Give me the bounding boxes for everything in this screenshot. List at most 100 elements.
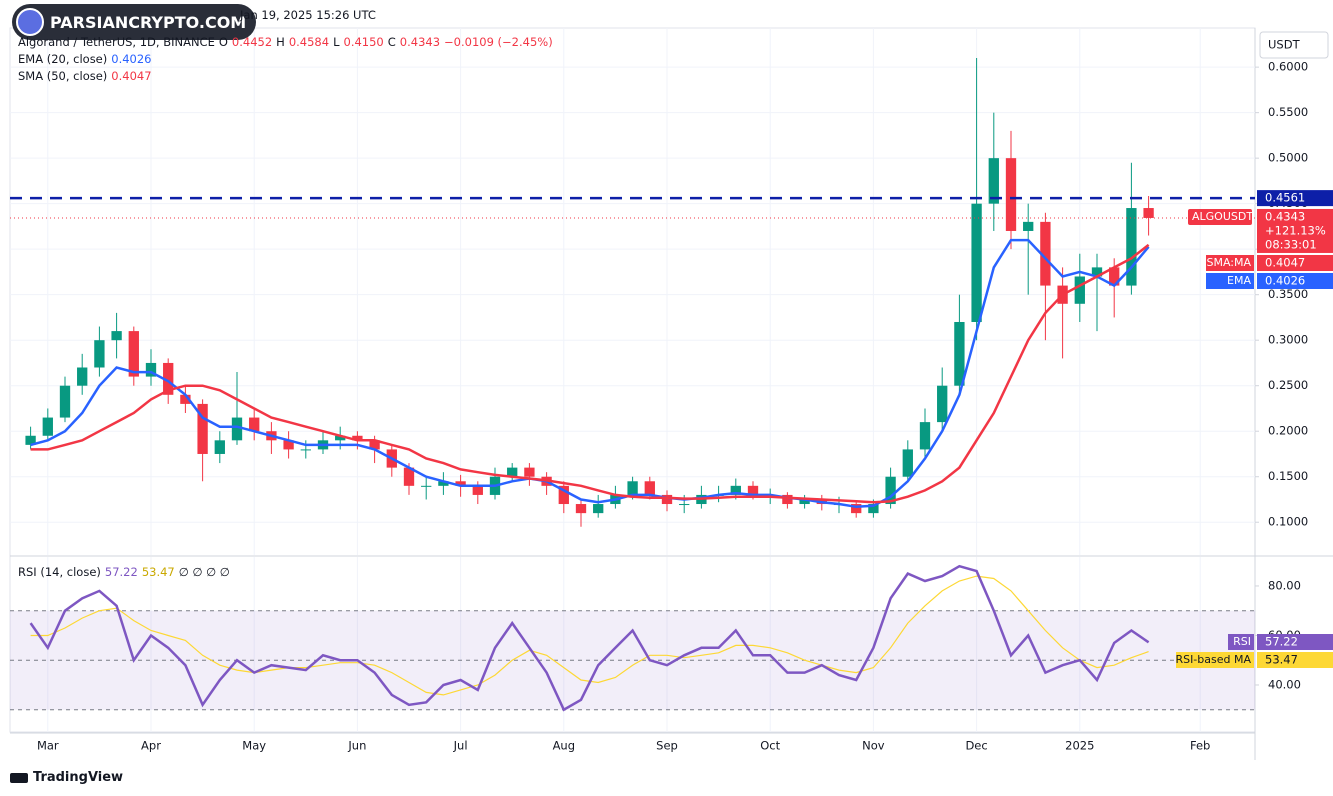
price-tag (1257, 208, 1333, 253)
candle-body (352, 435, 363, 441)
symbol: Algorand / TetherUS, 1D, BINANCE (18, 35, 215, 49)
candle-body (94, 340, 105, 368)
ohlc-key: C (387, 35, 396, 49)
level-tag-value: 0.4561 (1265, 191, 1305, 205)
candle-body (1091, 267, 1103, 277)
ohlc-key: L (333, 35, 340, 49)
indicator-tag-name: EMA (1227, 274, 1251, 287)
candle-body (1023, 221, 1034, 231)
ohlc-value: 0.4150 (343, 35, 384, 49)
watermark-icon (16, 8, 44, 36)
y-tick-label: 0.3000 (1268, 333, 1308, 347)
candle-body (661, 494, 673, 505)
candle-body (472, 485, 483, 495)
candle-body (128, 331, 139, 377)
ohlc-value: 0.4452 (231, 35, 273, 49)
candle-body (1109, 267, 1120, 286)
level-tag (1257, 190, 1333, 207)
watermark-text: PARSIANCRYPTO.COM (50, 12, 247, 32)
y-tick-label: 80.00 (1268, 578, 1301, 592)
indicator-tag (1257, 273, 1333, 289)
ohlc-key: O (218, 35, 228, 49)
candle-body (42, 417, 53, 436)
candle-body (747, 485, 759, 495)
footer: TradingView (10, 770, 123, 785)
candle-body (77, 367, 88, 386)
y-tick-label: 40.00 (1268, 677, 1301, 691)
currency: USDT (1268, 38, 1301, 52)
indicator-tag (1257, 255, 1333, 271)
x-tick-label: May (242, 739, 266, 753)
candle-body (730, 485, 741, 495)
candle-body (988, 158, 999, 204)
indicator-label: RSI (14, close) (18, 565, 101, 579)
candle-body (300, 449, 311, 451)
price-tag-value: 0.4343 (1265, 209, 1305, 223)
candle-body (403, 467, 415, 486)
candle-body (919, 422, 931, 450)
candle-body (163, 362, 174, 395)
candle-body (1126, 208, 1137, 286)
candle-body (937, 385, 948, 423)
indicator-tag (1228, 634, 1254, 650)
footer-text: TradingView (33, 770, 124, 785)
candle-body (214, 440, 225, 454)
candle-body (249, 417, 260, 432)
price-tag-change: +121.13% (1265, 223, 1326, 237)
watermark: PARSIANCRYPTO.COM (12, 4, 257, 40)
indicator-tag-name: SMA:MA (1206, 256, 1251, 269)
y-tick-label: 0.1500 (1268, 469, 1308, 483)
indicator-tag-name: RSI-based MA (1175, 653, 1251, 666)
y-tick-label: 0.2500 (1268, 378, 1308, 392)
ohlc-value: 0.4584 (288, 35, 330, 49)
y-tick-label: 0.3500 (1268, 287, 1308, 301)
candle-body (644, 481, 655, 495)
sma-legend: SMA (50, close) 0.4047 (18, 69, 152, 83)
indicator-value: 57.22 (104, 565, 138, 579)
candle-body (1074, 276, 1085, 304)
candle-body (145, 362, 157, 377)
candle-body (231, 417, 243, 441)
x-tick-label: Nov (862, 739, 885, 753)
indicator-value: 0.4026 (111, 52, 152, 66)
candle-body (679, 504, 690, 506)
candle-body (335, 435, 346, 441)
currency-box (1259, 31, 1329, 59)
candle-body (59, 385, 71, 418)
y-tick-label: 0.5500 (1268, 105, 1308, 119)
candle-body (885, 476, 896, 505)
candle-body (851, 504, 862, 514)
indicator-icons: ∅ ∅ ∅ ∅ (178, 565, 230, 579)
indicator-label: SMA (50, close) (18, 69, 108, 83)
candle-body (507, 467, 518, 477)
candle-body (558, 485, 569, 505)
y-tick-label: 0.6000 (1268, 60, 1308, 74)
indicator-tag-value: 0.4047 (1265, 256, 1305, 270)
indicator-tag-name: RSI (1233, 635, 1251, 648)
ohlc-value: 0.4343 (399, 35, 441, 49)
candle-body (369, 440, 380, 450)
candle-body (627, 481, 638, 495)
indicator-tag-value: 0.4026 (1265, 274, 1305, 288)
indicator-tag (1257, 652, 1333, 668)
indicator-tag (1206, 255, 1254, 271)
x-tick-label: Dec (965, 739, 987, 753)
indicator-value: 53.47 (141, 565, 175, 579)
ohlc-key: H (276, 35, 285, 49)
candle-body (1143, 208, 1154, 218)
candle-body (180, 394, 191, 404)
rsi-band (10, 610, 1255, 710)
candle-body (902, 449, 913, 477)
price-tag-countdown: 08:33:01 (1265, 237, 1317, 251)
indicator-tag (1257, 634, 1333, 650)
x-tick-label: Feb (1190, 739, 1210, 753)
candle-body (868, 504, 879, 514)
y-tick-label: 0.2000 (1268, 424, 1308, 438)
change: −0.0109 (−2.45%) (444, 35, 553, 49)
x-tick-label: Apr (141, 739, 161, 753)
candle-body (954, 321, 965, 386)
logo (10, 772, 28, 783)
indicator-tag-value: 53.47 (1265, 653, 1298, 667)
x-tick-label: Oct (760, 739, 780, 753)
